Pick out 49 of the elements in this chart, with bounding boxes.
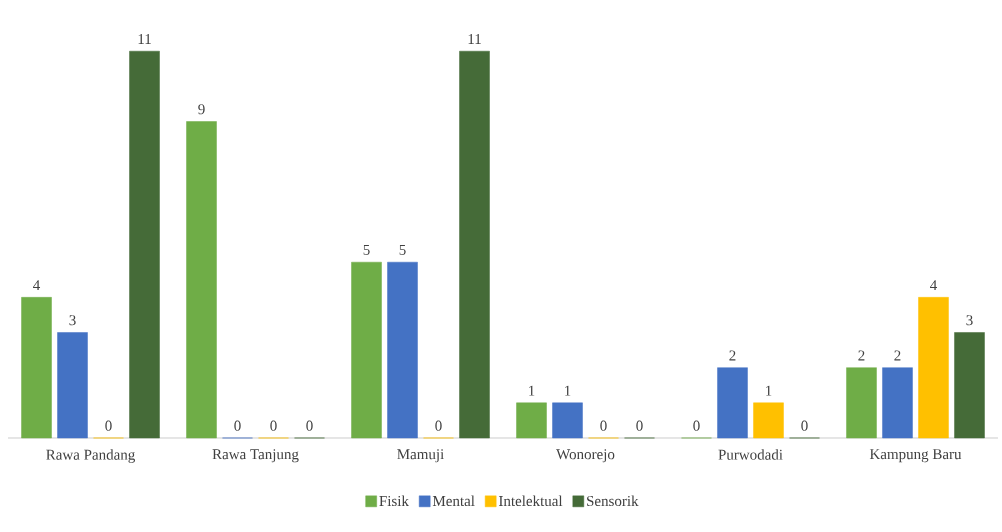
data-label: 3 bbox=[966, 315, 973, 326]
data-label: 0 bbox=[600, 420, 607, 431]
data-label: 0 bbox=[801, 420, 808, 431]
bar bbox=[351, 261, 382, 439]
data-label: 4 bbox=[930, 280, 938, 291]
data-label: 3 bbox=[69, 315, 76, 326]
bar bbox=[552, 402, 583, 439]
bar bbox=[918, 297, 949, 439]
bar bbox=[57, 332, 88, 439]
data-label: 5 bbox=[363, 244, 370, 255]
x-tick-label: Rawa Tanjung bbox=[212, 449, 299, 463]
data-label: 0 bbox=[234, 420, 241, 431]
x-tick-label: Rawa Pandang bbox=[46, 449, 136, 463]
data-label: 1 bbox=[565, 385, 571, 396]
data-label: 0 bbox=[270, 420, 277, 431]
data-label: 0 bbox=[105, 420, 112, 431]
bar bbox=[516, 402, 547, 439]
x-tick-label: Wonorejo bbox=[556, 449, 615, 463]
data-label: 0 bbox=[693, 420, 700, 431]
data-label: 2 bbox=[894, 350, 901, 361]
data-label: 4 bbox=[33, 280, 41, 291]
bar bbox=[186, 121, 217, 439]
data-label: 5 bbox=[399, 244, 406, 255]
bar bbox=[882, 367, 913, 439]
x-tick-label: Kampung Baru bbox=[869, 449, 962, 463]
data-label: 1 bbox=[529, 385, 535, 396]
bar bbox=[717, 367, 748, 439]
data-label: 11 bbox=[138, 34, 151, 44]
data-label: 11 bbox=[468, 34, 481, 44]
bar bbox=[459, 50, 490, 439]
data-label: 2 bbox=[858, 350, 865, 361]
bar bbox=[954, 332, 985, 439]
data-label: 0 bbox=[306, 420, 313, 431]
legend-label: Mental bbox=[432, 495, 475, 507]
bar bbox=[753, 402, 784, 439]
legend-label: Intelektual bbox=[498, 495, 563, 507]
bar bbox=[21, 297, 52, 439]
bar bbox=[846, 367, 877, 439]
data-label: 0 bbox=[636, 420, 643, 431]
data-label: 9 bbox=[198, 104, 205, 115]
bar bbox=[129, 50, 160, 439]
data-label: 1 bbox=[766, 385, 772, 396]
legend-label: Sensorik bbox=[587, 495, 639, 507]
data-label: 2 bbox=[729, 350, 736, 361]
x-tick-label: Mamuji bbox=[397, 449, 444, 463]
data-label: 0 bbox=[435, 420, 442, 431]
bar bbox=[387, 261, 418, 439]
x-tick-label: Purwodadi bbox=[718, 449, 783, 460]
legend-label: Fisik bbox=[379, 495, 409, 507]
